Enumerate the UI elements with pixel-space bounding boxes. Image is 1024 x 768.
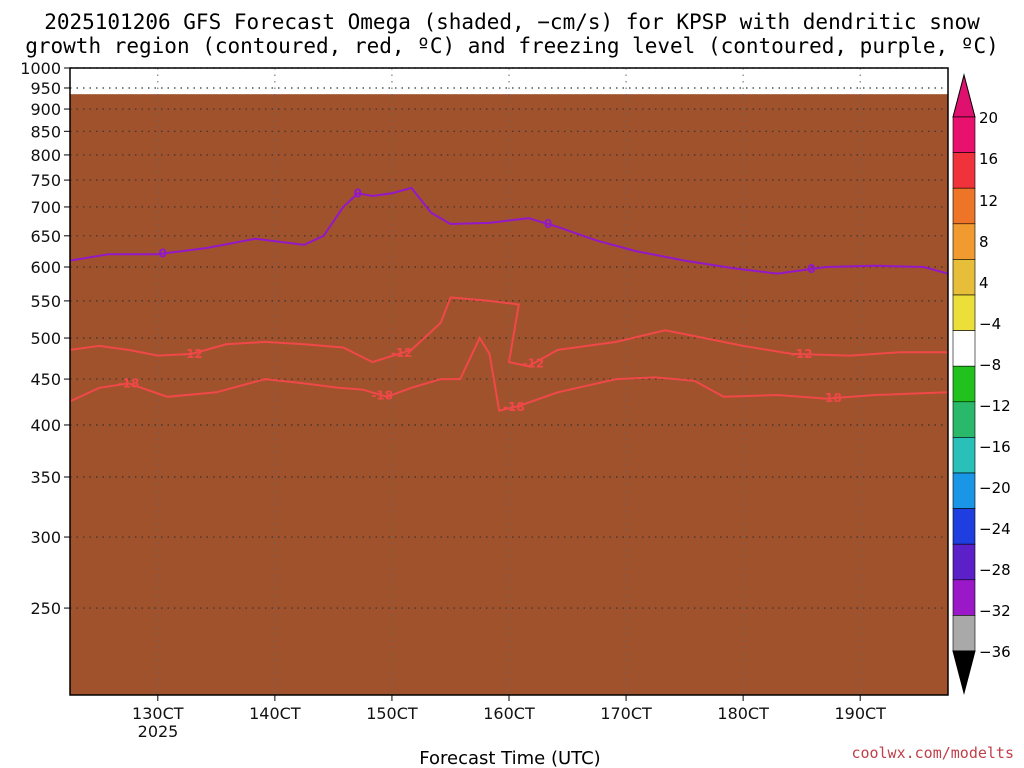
y-tick-label: 750 <box>30 171 61 190</box>
colorbar-label: −20 <box>979 479 1011 497</box>
x-tick-label: 130CT <box>132 704 184 723</box>
contour-minus18 <box>70 335 948 412</box>
colorbar-top-triangle <box>952 73 976 118</box>
y-tick-label: 550 <box>30 292 61 311</box>
x-tick-label: 160CT <box>483 704 535 723</box>
year-label: 2025 <box>138 722 179 741</box>
x-tick-label: 180CT <box>717 704 769 723</box>
colorbar-bin <box>952 116 976 153</box>
x-tick-label: 170CT <box>600 704 652 723</box>
colorbar-label: 8 <box>979 233 989 251</box>
y-tick-label: 450 <box>30 370 61 389</box>
colorbar-bin <box>952 259 976 296</box>
y-tick-label: 800 <box>30 146 61 165</box>
colorbar-label: 4 <box>979 274 989 292</box>
colorbar-bin <box>952 472 976 509</box>
colorbar-bin <box>952 294 976 331</box>
contour-zero <box>70 186 948 275</box>
colorbar-label: 20 <box>979 109 998 127</box>
colorbar-bin <box>952 152 976 189</box>
chart-title-line2: growth region (contoured, red, ºC) and f… <box>25 34 999 58</box>
contour-label: -18 <box>118 376 140 390</box>
colorbar-label: −24 <box>979 520 1011 538</box>
colorbar-bin <box>952 401 976 438</box>
colorbar-bottom-triangle <box>952 650 976 695</box>
credit-link[interactable]: coolwx.com/modelts <box>851 744 1014 762</box>
colorbar-bin <box>952 543 976 581</box>
contour-label: 0 <box>544 217 552 231</box>
dotted-grid <box>64 67 948 701</box>
y-tick-label: 700 <box>30 198 61 217</box>
colorbar-bin <box>952 437 976 474</box>
colorbar-label: −4 <box>979 315 1001 333</box>
contour-label: -18 <box>503 400 525 414</box>
y-tick-label: 600 <box>30 258 61 277</box>
contour-label: -18 <box>371 388 393 402</box>
x-tick-label: 140CT <box>249 704 301 723</box>
y-tick-label: 950 <box>30 79 61 98</box>
colorbar-bin <box>952 365 976 403</box>
contour-label: -12 <box>181 347 203 361</box>
colorbar-bin <box>952 579 976 616</box>
contour-label: -12 <box>791 347 813 361</box>
colorbar-label: −28 <box>979 561 1011 579</box>
colorbar-label: 12 <box>979 192 998 210</box>
y-tick-label: 500 <box>30 329 61 348</box>
colorbar-bin <box>952 223 976 260</box>
colorbar-label: 16 <box>979 150 998 168</box>
colorbar-bin <box>952 615 976 652</box>
plot-frame <box>69 67 949 696</box>
y-tick-label: 850 <box>30 122 61 141</box>
colorbar-label: −12 <box>979 397 1011 415</box>
colorbar-label: −32 <box>979 602 1011 620</box>
contour-label: 0 <box>807 262 815 276</box>
x-tick-label: 150CT <box>366 704 418 723</box>
y-tick-label: 1000 <box>20 59 61 78</box>
x-axis-label: Forecast Time (UTC) <box>419 748 600 768</box>
contour-label: -18 <box>820 391 842 405</box>
colorbar-bin <box>952 330 976 367</box>
contour-label: -12 <box>523 357 545 371</box>
colorbar-label: −8 <box>979 356 1001 374</box>
y-tick-label: 900 <box>30 100 61 119</box>
x-tick-label: 190CT <box>834 704 886 723</box>
y-tick-label: 300 <box>30 528 61 547</box>
y-tick-label: 350 <box>30 468 61 487</box>
contour-label: 0 <box>158 247 166 261</box>
contour-label: -12 <box>391 346 413 360</box>
chart-title-line1: 2025101206 GFS Forecast Omega (shaded, −… <box>44 10 980 34</box>
colorbar-label: −36 <box>979 643 1011 661</box>
temperature-contours: -18 -18 -18 -18 -12 -12 -12 -12 0 0 0 0 <box>70 186 948 414</box>
y-tick-label: 250 <box>30 599 61 618</box>
y-axis-tick-labels: 250 300 350 400 450 500 550 600 650 700 750 800 850 9… <box>20 59 61 618</box>
colorbar-bin <box>952 508 976 545</box>
contour-minus12 <box>70 296 948 368</box>
y-tick-label: 650 <box>30 227 61 246</box>
contour-label: 0 <box>354 186 362 200</box>
colorbar: 20 16 12 8 4 −4 −8 −12 −16 −20 −24 −28 −32 −36 <box>952 73 1011 695</box>
colorbar-label: −16 <box>979 438 1011 456</box>
colorbar-bin <box>952 187 976 225</box>
x-axis-tick-labels: 130CT 140CT 150CT 160CT 170CT 180CT 190CT <box>132 704 886 723</box>
y-tick-label: 400 <box>30 416 61 435</box>
